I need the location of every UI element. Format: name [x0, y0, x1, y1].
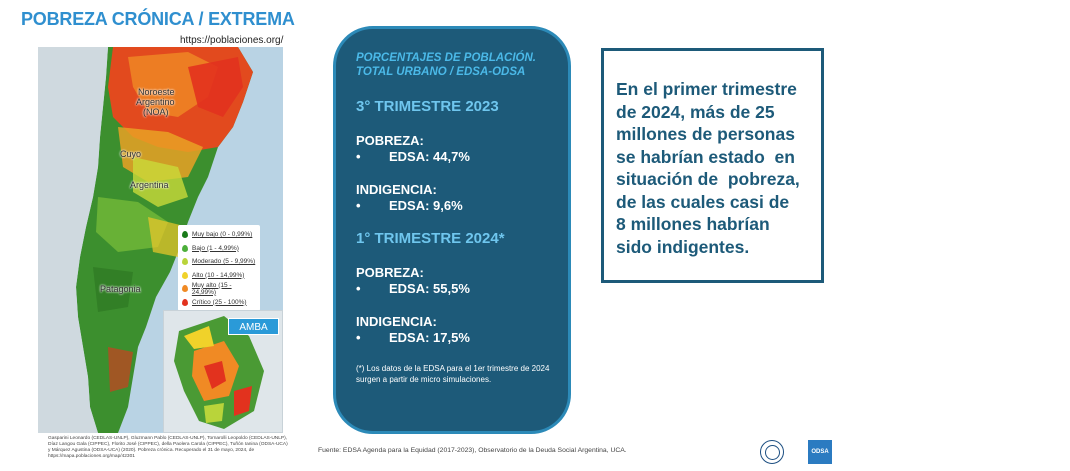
amba-label: AMBA [228, 318, 279, 335]
summary-line: En el primer trimestre [616, 79, 797, 99]
bullet-icon: • [356, 281, 361, 296]
region-label-noa-3: (NOA) [143, 107, 169, 117]
period2-pobreza-item: • EDSA: 55,5% [356, 281, 550, 296]
region-label-cuyo: Cuyo [120, 149, 142, 159]
summary-line: millones de personas [616, 124, 795, 144]
drop-icon [182, 298, 188, 306]
map-credits: Gasparini Leonardo (CEDLAS-UNLP), Gluzma… [48, 436, 288, 459]
period1-pobreza-label: POBREZA: [356, 133, 424, 148]
legend-item-alto[interactable]: Alto (10 - 14,99%) [182, 269, 256, 283]
bullet-icon: • [356, 198, 361, 213]
map-graphic [38, 47, 253, 433]
period2-indigencia-label: INDIGENCIA: [356, 314, 437, 329]
uca-seal-logo [760, 440, 784, 464]
panel-footnote: (*) Los datos de la EDSA para el 1er tri… [356, 364, 550, 384]
summary-textbox: En el primer trimestre de 2024, más de 2… [601, 48, 824, 283]
region-label-argentina: Argentina [130, 180, 169, 190]
legend-item-moderado[interactable]: Moderado (5 - 9,99%) [182, 255, 256, 269]
period1-indigencia-value: EDSA: 9,6% [389, 198, 463, 213]
region-label-noa-2: Argentino [136, 97, 175, 107]
period1-indigencia-label: INDIGENCIA: [356, 182, 437, 197]
legend-item-bajo[interactable]: Bajo (1 - 4,99%) [182, 242, 256, 256]
odsa-logo: ODSA [808, 440, 832, 464]
drop-icon [182, 271, 188, 279]
region-label-noa-1: Noroeste [138, 87, 175, 97]
drop-icon [182, 258, 188, 266]
legend-item-critico[interactable]: Crítico (25 - 100%) [182, 296, 256, 310]
drop-icon [182, 244, 188, 252]
bullet-icon: • [356, 149, 361, 164]
summary-line: sido indigentes. [616, 236, 750, 257]
panel-header-line2: TOTAL URBANO / EDSA-ODSA [356, 66, 526, 78]
drop-icon [182, 285, 188, 293]
stats-panel: PORCENTAJES DE POBLACIÓN. TOTAL URBANO /… [333, 26, 571, 434]
legend-item-muy-bajo[interactable]: Muy bajo (0 - 0,99%) [182, 228, 256, 242]
summary-line: 8 millones habrían [616, 214, 770, 234]
summary-line: se habrían estado en [616, 146, 795, 167]
amba-map-graphic [174, 316, 264, 429]
period2-pobreza-label: POBREZA: [356, 265, 424, 280]
page-title: POBREZA CRÓNICA / EXTREMA [21, 9, 295, 29]
period2-title: 1° TRIMESTRE 2024* [356, 230, 505, 247]
summary-line: de las cuales casi de [616, 191, 790, 212]
poverty-map: Noroeste Argentino (NOA) Cuyo Argentina … [38, 47, 283, 433]
summary-line: situación de pobreza, [616, 169, 800, 189]
period2-indigencia-value: EDSA: 17,5% [389, 330, 470, 345]
footer-source: Fuente: EDSA Agenda para la Equidad (201… [318, 447, 627, 454]
period1-pobreza-item: • EDSA: 44,7% [356, 149, 550, 164]
bullet-icon: • [356, 330, 361, 345]
summary-line: de 2024, más de 25 [616, 101, 775, 122]
map-legend: Muy bajo (0 - 0,99%) Bajo (1 - 4,99%) Mo… [178, 225, 260, 311]
period1-pobreza-value: EDSA: 44,7% [389, 149, 470, 164]
legend-item-muy-alto[interactable]: Muy alto (15 - 24,99%) [182, 282, 256, 296]
panel-header-line1: PORCENTAJES DE POBLACIÓN. [356, 52, 536, 64]
period2-indigencia-item: • EDSA: 17,5% [356, 330, 550, 345]
period1-title: 3° TRIMESTRE 2023 [356, 98, 499, 115]
amba-inset-map [163, 310, 283, 433]
drop-icon [182, 231, 188, 239]
period2-pobreza-value: EDSA: 55,5% [389, 281, 470, 296]
period1-indigencia-item: • EDSA: 9,6% [356, 198, 550, 213]
region-label-patagonia: Patagonia [100, 284, 141, 294]
source-url[interactable]: https://poblaciones.org/ [180, 35, 284, 46]
